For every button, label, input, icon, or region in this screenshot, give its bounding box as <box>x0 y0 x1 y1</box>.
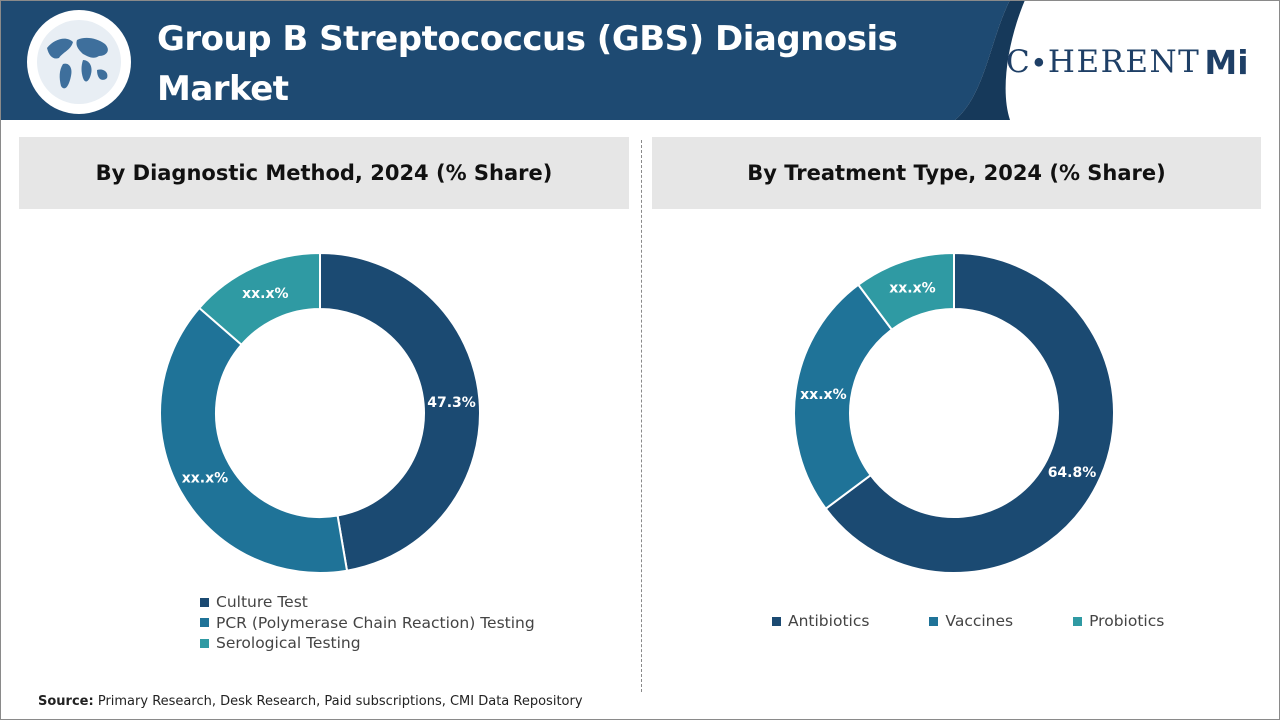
coherent-mi-logo: C∙HERENT Mi <box>1006 38 1268 86</box>
donut-data-label: 47.3% <box>427 395 476 411</box>
donut-diagnostic-method: 47.3% xx.x% xx.x% <box>159 251 481 574</box>
source-note: Source: Primary Research, Desk Research,… <box>38 694 583 709</box>
legend-item: Probiotics <box>1073 612 1164 630</box>
source-label: Source: <box>38 694 94 709</box>
legend-swatch <box>200 638 209 648</box>
header-band <box>0 0 1025 120</box>
right-panel-title: By Treatment Type, 2024 (% Share) <box>652 137 1261 209</box>
globe-icon <box>27 10 131 114</box>
donut-slice-serological-testing <box>197 251 321 347</box>
legend-item: Serological Testing <box>200 633 535 654</box>
legend-diagnostic-method: Culture Test PCR (Polymerase Chain React… <box>200 592 535 654</box>
legend-swatch <box>1073 616 1083 626</box>
legend-swatch <box>200 597 209 607</box>
page-title: Group B Streptococcus (GBS) Diagnosis Ma… <box>157 19 898 109</box>
donut-data-label: xx.x% <box>889 281 935 297</box>
legend-treatment-type: Antibiotics Vaccines Probiotics <box>772 612 1164 630</box>
legend-label: Antibiotics <box>788 612 870 630</box>
legend-label: Vaccines <box>945 612 1014 630</box>
donut-treatment-type: 64.8% xx.x% xx.x% <box>793 251 1115 574</box>
legend-swatch <box>200 618 209 628</box>
donut-data-label: xx.x% <box>182 471 228 487</box>
legend-item: Culture Test <box>200 592 535 613</box>
legend-item: Antibiotics <box>772 612 869 630</box>
legend-label: Serological Testing <box>216 634 361 653</box>
donut-slice-pcr-polymerase-chain-reaction-testing <box>159 306 349 574</box>
left-panel-title: By Diagnostic Method, 2024 (% Share) <box>19 137 629 209</box>
logo-text: C∙HERENT <box>1006 44 1201 80</box>
donut-data-label: 64.8% <box>1048 465 1097 481</box>
header-banner: Group B Streptococcus (GBS) Diagnosis Ma… <box>0 0 1280 120</box>
legend-item: Vaccines <box>929 612 1013 630</box>
donut-slice-probiotics <box>856 251 955 332</box>
legend-swatch <box>929 616 939 626</box>
donut-slice-culture-test <box>319 251 481 572</box>
legend-label: PCR (Polymerase Chain Reaction) Testing <box>216 613 535 632</box>
donut-slice-antibiotics <box>824 251 1115 574</box>
donut-data-label: xx.x% <box>800 387 846 403</box>
donut-data-label: xx.x% <box>242 286 288 302</box>
source-text: Primary Research, Desk Research, Paid su… <box>97 694 583 709</box>
logo-mi: Mi <box>1204 42 1249 82</box>
legend-label: Culture Test <box>216 593 308 612</box>
legend-item: PCR (Polymerase Chain Reaction) Testing <box>200 613 535 634</box>
panel-divider <box>641 140 642 692</box>
legend-label: Probiotics <box>1089 612 1165 630</box>
legend-swatch <box>772 616 781 626</box>
